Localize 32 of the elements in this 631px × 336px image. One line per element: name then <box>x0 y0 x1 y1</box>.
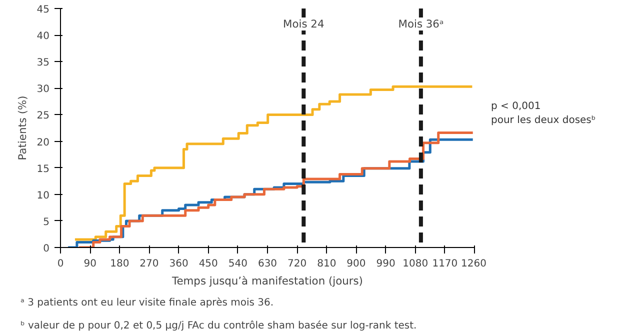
x-tick-label: 540 <box>228 258 248 270</box>
y-axis-title: Patients (%) <box>16 96 29 160</box>
y-tick-label: 5 <box>43 216 50 228</box>
ref-line-label: Mois 36ᵃ <box>398 18 444 30</box>
x-tick-label: 360 <box>169 258 188 270</box>
x-tick-label: 1080 <box>402 258 428 270</box>
x-tick-label: 1260 <box>461 258 487 270</box>
y-tick-label: 15 <box>36 164 50 175</box>
y-tick-label: 0 <box>43 244 50 254</box>
y-tick-label: 35 <box>36 58 50 69</box>
x-tick-label: 630 <box>258 258 278 270</box>
x-tick-label: 900 <box>346 258 366 270</box>
x-tick-label: 990 <box>376 258 396 270</box>
x-tick-label: 810 <box>317 258 336 270</box>
x-tick-label: 0 <box>57 258 64 270</box>
x-tick-label: 450 <box>198 258 218 270</box>
x-tick-label: 1170 <box>432 258 458 270</box>
text: ᵃ 3 patients ont eu leur visite finale après mois 36. <box>20 298 274 308</box>
text: ᵇ valeur de p pour 0,2 et 0,5 µg/j FAc du contrôle sham basée sur log-rank test. <box>20 320 417 332</box>
x-tick-label: 270 <box>140 258 159 270</box>
y-tick-label: 10 <box>36 190 50 202</box>
x-tick-label: 180 <box>110 258 130 270</box>
x-axis-title: Temps jusqu’à manifestation (jours) <box>171 274 363 288</box>
y-tick-label: 30 <box>36 84 50 96</box>
y-tick-label: 20 <box>36 137 50 148</box>
y-tick-label: 40 <box>36 31 50 42</box>
y-tick-label: 45 <box>36 4 50 16</box>
x-tick-label: 90 <box>84 258 96 270</box>
y-tick-label: 25 <box>36 110 50 122</box>
ref-line-label: Mois 24 <box>283 18 324 30</box>
text: p < 0,001 pour les deux dosesᵇ <box>491 100 596 128</box>
x-tick-label: 720 <box>288 258 307 270</box>
